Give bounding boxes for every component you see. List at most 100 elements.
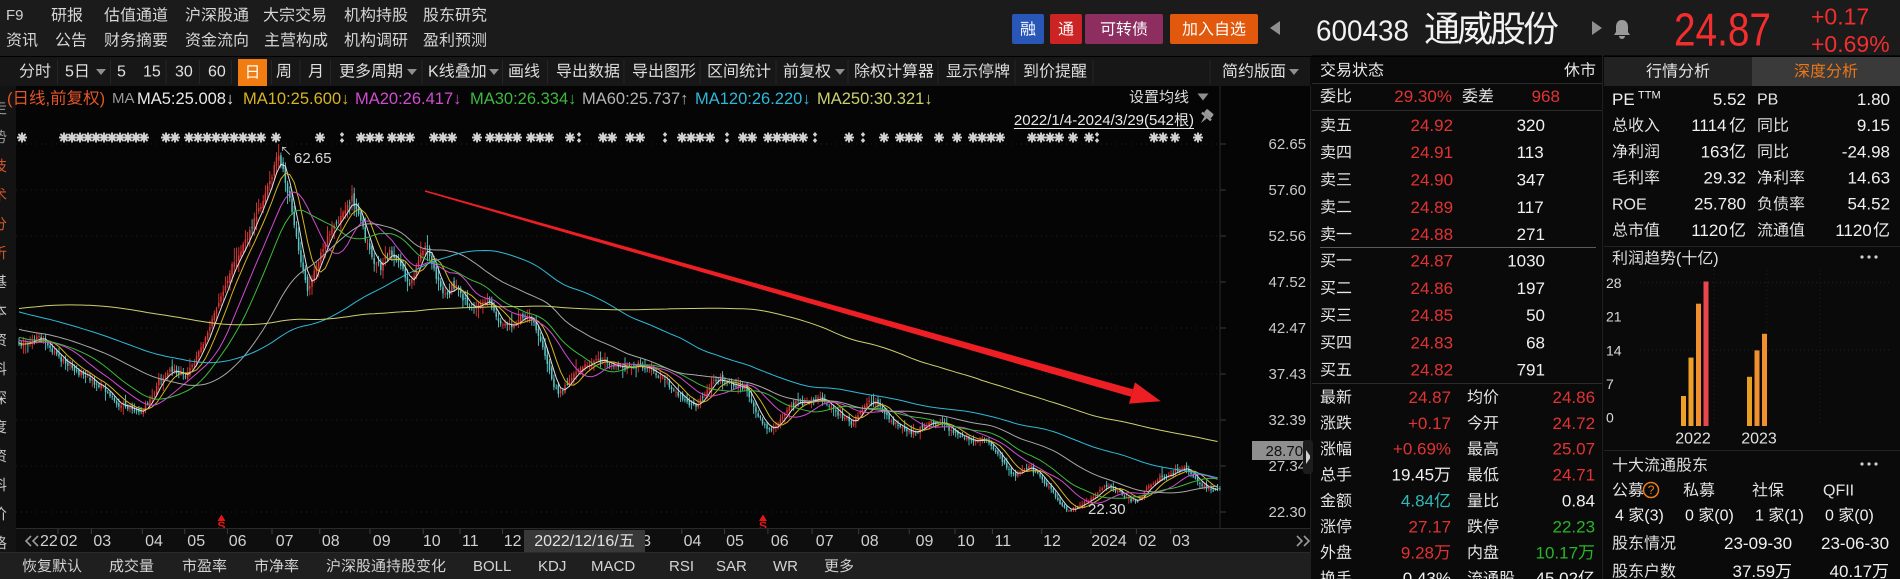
svg-text:F9: F9 xyxy=(6,7,24,24)
svg-text:54.52: 54.52 xyxy=(1848,195,1891,214)
svg-text:+0.17: +0.17 xyxy=(1408,414,1451,433)
svg-text:271: 271 xyxy=(1517,225,1545,244)
svg-text:600438: 600438 xyxy=(1316,16,1409,48)
svg-text:24.86: 24.86 xyxy=(1553,388,1596,407)
svg-text:52.56: 52.56 xyxy=(1269,228,1307,245)
svg-text:10: 10 xyxy=(957,533,975,550)
svg-text:5: 5 xyxy=(117,64,126,81)
svg-text:40.17: 40.17 xyxy=(1830,562,1873,579)
svg-text:+0.17: +0.17 xyxy=(1811,4,1869,30)
svg-text:10: 10 xyxy=(423,533,441,550)
svg-text:MA20:26.417↓: MA20:26.417↓ xyxy=(355,90,461,108)
svg-text:02: 02 xyxy=(1139,533,1157,550)
svg-text:PB: PB xyxy=(1757,92,1778,109)
svg-text:9.15: 9.15 xyxy=(1857,116,1890,135)
svg-text:3: 3 xyxy=(642,533,651,550)
svg-text:2024: 2024 xyxy=(1091,533,1127,550)
svg-text:14: 14 xyxy=(1606,342,1622,358)
svg-text:22: 22 xyxy=(40,533,58,550)
svg-text:08: 08 xyxy=(322,533,340,550)
svg-text:32.39: 32.39 xyxy=(1269,412,1307,429)
svg-text:0: 0 xyxy=(1825,508,1834,525)
svg-text:(3): (3) xyxy=(1644,508,1664,525)
svg-text:RSI: RSI xyxy=(669,558,694,575)
svg-text:163: 163 xyxy=(1701,142,1729,161)
svg-text:1.80: 1.80 xyxy=(1857,90,1890,109)
svg-text:(1): (1) xyxy=(1784,508,1804,525)
svg-text:1120: 1120 xyxy=(1691,221,1728,240)
svg-text:0.84: 0.84 xyxy=(1562,492,1595,511)
svg-text:24.90: 24.90 xyxy=(1411,171,1454,190)
svg-text:28.70: 28.70 xyxy=(1266,443,1304,460)
svg-text:57.60: 57.60 xyxy=(1269,182,1307,199)
svg-text:5.52: 5.52 xyxy=(1713,90,1746,109)
svg-text:1120: 1120 xyxy=(1835,221,1872,240)
svg-text:320: 320 xyxy=(1517,116,1545,135)
svg-text:): ) xyxy=(100,90,106,108)
svg-text:MA120:26.220↓: MA120:26.220↓ xyxy=(695,90,811,108)
svg-text:03: 03 xyxy=(1172,533,1190,550)
svg-text:24.92: 24.92 xyxy=(1411,116,1454,135)
svg-text:ROE: ROE xyxy=(1612,196,1647,213)
svg-text:2023: 2023 xyxy=(1741,431,1777,448)
svg-text:08: 08 xyxy=(861,533,879,550)
svg-text:9.28: 9.28 xyxy=(1401,543,1434,562)
svg-text:24.72: 24.72 xyxy=(1553,414,1596,433)
svg-text:24.87: 24.87 xyxy=(1409,388,1452,407)
svg-text:19.45: 19.45 xyxy=(1392,466,1435,485)
svg-text:24.85: 24.85 xyxy=(1411,306,1454,325)
svg-text:WR: WR xyxy=(773,558,798,575)
svg-text:47.52: 47.52 xyxy=(1269,274,1307,291)
svg-text:30: 30 xyxy=(175,64,193,81)
svg-text:15: 15 xyxy=(143,64,161,81)
svg-text:791: 791 xyxy=(1517,361,1545,380)
svg-text:02: 02 xyxy=(60,533,78,550)
svg-text:1030: 1030 xyxy=(1507,251,1545,270)
svg-text:2022: 2022 xyxy=(1675,431,1711,448)
svg-text:0: 0 xyxy=(1606,410,1614,426)
svg-text:06: 06 xyxy=(229,533,247,550)
svg-text:TTM: TTM xyxy=(1638,89,1661,101)
svg-text:MACD: MACD xyxy=(591,558,635,575)
svg-text:21: 21 xyxy=(1606,309,1622,325)
svg-text:BOLL: BOLL xyxy=(473,558,511,575)
svg-text:24.82: 24.82 xyxy=(1411,361,1454,380)
svg-text:(: ( xyxy=(1676,251,1682,268)
svg-text:347: 347 xyxy=(1517,171,1545,190)
svg-text:22.23: 22.23 xyxy=(1553,517,1596,536)
svg-text:23-06-30: 23-06-30 xyxy=(1821,534,1889,553)
svg-text:2022/12/16/: 2022/12/16/ xyxy=(534,533,619,550)
svg-text:12: 12 xyxy=(1043,533,1061,550)
svg-text:24.89: 24.89 xyxy=(1411,198,1454,217)
svg-text:-24.98: -24.98 xyxy=(1842,142,1890,161)
svg-text:): ) xyxy=(1713,251,1718,268)
svg-text:MA5:25.008↓: MA5:25.008↓ xyxy=(137,90,234,108)
svg-text:45.02: 45.02 xyxy=(1536,569,1579,579)
svg-text:117: 117 xyxy=(1517,198,1544,217)
svg-text:07: 07 xyxy=(816,533,834,550)
svg-text:09: 09 xyxy=(916,533,934,550)
svg-text:MA30:26.334↓: MA30:26.334↓ xyxy=(470,90,576,108)
svg-text:7: 7 xyxy=(1606,376,1614,392)
svg-text:+0.69%: +0.69% xyxy=(1393,440,1451,459)
svg-text:12: 12 xyxy=(504,533,522,550)
svg-text:1: 1 xyxy=(1755,508,1764,525)
svg-text:25.07: 25.07 xyxy=(1553,440,1596,459)
svg-text:29.32: 29.32 xyxy=(1704,169,1747,188)
svg-text:22.30: 22.30 xyxy=(1269,504,1307,521)
svg-text:PE: PE xyxy=(1612,90,1635,109)
svg-text:11: 11 xyxy=(462,533,479,550)
svg-text:+0.69%: +0.69% xyxy=(1811,31,1890,57)
svg-text:24.87: 24.87 xyxy=(1411,251,1454,270)
svg-text:37.43: 37.43 xyxy=(1269,366,1307,383)
svg-text:03: 03 xyxy=(93,533,111,550)
svg-text:197: 197 xyxy=(1517,279,1545,298)
svg-text:27.17: 27.17 xyxy=(1409,517,1452,536)
svg-text:62.65: 62.65 xyxy=(1269,136,1307,153)
svg-text:24.83: 24.83 xyxy=(1411,333,1454,352)
svg-text:K: K xyxy=(428,64,439,81)
svg-text:25.780: 25.780 xyxy=(1694,195,1746,214)
svg-text:?: ? xyxy=(1648,483,1655,497)
svg-text:4: 4 xyxy=(1615,508,1624,525)
svg-text:MA10:25.600↓: MA10:25.600↓ xyxy=(243,90,349,108)
